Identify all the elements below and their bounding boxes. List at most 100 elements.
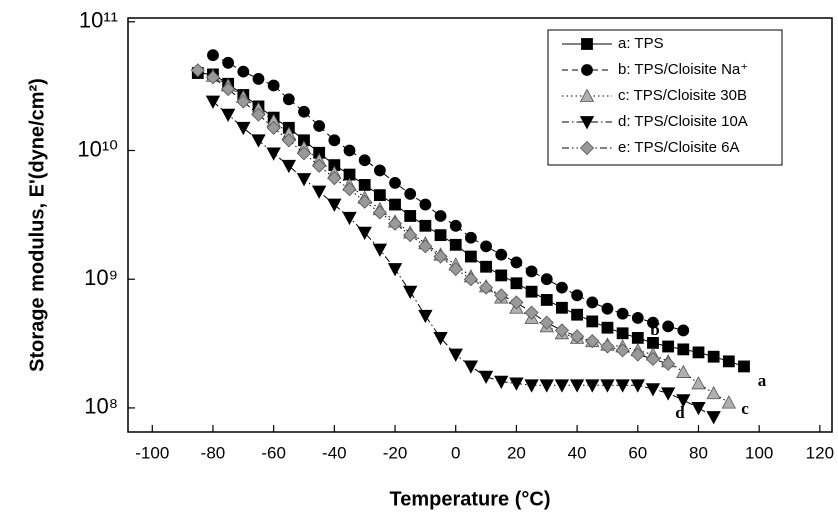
data-point [662,320,675,333]
legend-marker [581,64,593,76]
data-point [586,315,599,328]
data-point [647,316,659,329]
data-point [539,379,554,393]
data-point [404,188,417,200]
legend-label: b: TPS/Cloisite Na⁺ [618,61,748,78]
data-point [251,107,266,122]
data-point [677,343,690,356]
data-point [389,198,401,211]
annotation: d [675,403,685,422]
data-point [691,402,706,416]
data-point [645,383,661,397]
data-point [463,272,478,287]
x-tick-label: 120 [806,443,834,462]
data-point [662,340,675,353]
y-tick-label: 10⁹ [84,265,118,290]
data-point [707,350,720,363]
data-point [601,302,614,315]
data-point [525,265,538,278]
data-point [433,249,448,264]
data-point [677,324,690,337]
data-point [601,321,614,334]
data-point [434,210,447,222]
legend-marker [579,88,595,102]
data-point [205,95,221,109]
data-point [510,256,523,269]
data-point [524,305,539,320]
data-point [570,329,585,344]
data-point [630,379,645,393]
data-point [524,379,539,393]
data-point [571,308,584,321]
x-tick-label: 80 [689,443,708,462]
data-point [645,351,661,367]
data-point [373,164,386,177]
data-point [647,337,659,349]
data-point [328,134,341,147]
data-point [631,312,644,324]
data-point [449,238,462,251]
plot-frame [127,17,833,433]
y-tick-label: 10¹¹ [79,8,118,33]
data-point [449,219,462,232]
data-point [222,56,235,69]
data-point [236,94,251,109]
data-point [495,248,508,261]
data-point [706,385,721,400]
x-tick-label: -100 [135,443,169,462]
data-point [556,281,568,294]
data-point [630,347,645,362]
data-point [220,108,236,122]
annotation: c [741,399,749,418]
data-point [404,210,417,222]
data-point [418,239,433,254]
data-point [660,387,676,401]
data-point [692,346,705,359]
data-point [434,229,447,242]
legend-label: a: TPS [618,35,664,52]
data-point [419,198,432,211]
data-point [478,370,494,384]
data-point [372,243,388,257]
data-point [494,288,509,303]
legend-marker [579,140,595,156]
data-point [296,146,312,161]
x-tick-label: -40 [322,443,347,462]
data-point [586,296,599,309]
data-point [357,194,372,209]
data-point [221,82,236,97]
data-point [298,105,310,118]
data-point [296,173,312,187]
annotation: b [650,320,659,339]
data-point [616,307,629,320]
data-point [252,72,265,85]
data-point [251,134,266,148]
data-point [661,356,676,371]
data-point [389,177,401,189]
x-tick-label: 100 [745,443,773,462]
data-point [343,144,356,157]
x-tick-label: 0 [451,443,460,462]
data-point [313,120,326,132]
data-point [373,189,386,202]
data-point [631,331,644,344]
data-point [207,49,219,62]
data-point [418,309,433,324]
data-point [357,226,372,240]
data-point [615,343,630,358]
data-point [706,411,721,425]
data-point [312,158,327,173]
data-point [585,379,600,393]
data-point [554,379,570,393]
data-point [448,348,463,362]
data-point [510,277,523,290]
x-tick-label: 60 [628,443,647,462]
data-point [372,205,387,220]
data-point [691,376,706,390]
x-axis-label: Temperature (°C) [390,488,551,510]
data-point [509,377,524,391]
data-point [205,70,221,85]
data-point [312,185,327,199]
x-tick-label: -80 [201,443,226,462]
data-point [281,133,296,148]
